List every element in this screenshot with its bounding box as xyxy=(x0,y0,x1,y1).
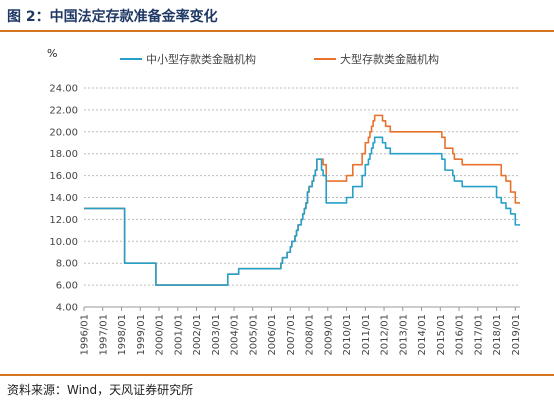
x-tick-label: 1999/01 xyxy=(136,314,147,356)
x-tick-label: 2001/01 xyxy=(173,314,184,356)
chart-title: 图 2：中国法定存款准备金率变化 xyxy=(7,9,218,25)
series-line-1 xyxy=(84,114,520,286)
x-tick-label: 2019/01 xyxy=(511,314,522,356)
x-tick-label: 2003/01 xyxy=(211,314,222,356)
legend-label-0: 中小型存款类金融机构 xyxy=(146,52,256,66)
source-divider xyxy=(0,374,554,376)
x-tick-label: 2006/01 xyxy=(267,314,278,356)
y-tick-label: 10.00 xyxy=(49,237,78,248)
x-tick-label: 2011/01 xyxy=(361,314,372,356)
y-tick-label: 14.00 xyxy=(49,193,78,204)
x-tick-label: 2017/01 xyxy=(473,314,484,356)
x-tick-label: 2009/01 xyxy=(323,314,334,356)
y-tick-label: 18.00 xyxy=(49,149,78,160)
x-tick-label: 1998/01 xyxy=(117,314,128,356)
y-tick-label: 8.00 xyxy=(56,259,78,270)
grid-lines xyxy=(84,87,520,286)
x-tick-label: 2013/01 xyxy=(398,314,409,356)
x-tick-label: 2002/01 xyxy=(192,314,203,356)
x-tick-label: 2008/01 xyxy=(305,314,316,356)
series-lines xyxy=(84,114,520,286)
y-tick-label: 6.00 xyxy=(56,281,78,292)
reserve-ratio-chart: 4.00 6.00 8.00 10.00 12.00 14.00 16.00 18.00 20.… xyxy=(47,47,522,356)
title-divider xyxy=(0,30,554,32)
x-tick-label: 2000/01 xyxy=(155,314,166,356)
x-tick-label: 2016/01 xyxy=(455,314,466,356)
legend: 中小型存款类金融机构 大型存款类金融机构 xyxy=(120,52,439,66)
legend-label-1: 大型存款类金融机构 xyxy=(340,52,439,66)
y-tick-label: 20.00 xyxy=(49,127,78,138)
y-tick-label: 4.00 xyxy=(56,303,78,314)
x-tick-label: 2007/01 xyxy=(286,314,297,356)
y-tick-label: 22.00 xyxy=(49,105,78,116)
x-tick-label: 2018/01 xyxy=(492,314,503,356)
y-tick-label: 12.00 xyxy=(49,215,78,226)
y-unit-label: % xyxy=(47,47,57,60)
x-tick-label: 2010/01 xyxy=(342,314,353,356)
y-tick-label: 24.00 xyxy=(49,84,78,95)
x-tick-label: 2004/01 xyxy=(230,314,241,356)
y-tick-label: 16.00 xyxy=(49,171,78,182)
x-tick-label: 2015/01 xyxy=(436,314,447,356)
x-tick-label: 2012/01 xyxy=(380,314,391,356)
x-tick-label: 1997/01 xyxy=(98,314,109,356)
series-line-0 xyxy=(84,136,520,286)
x-tick-label: 2005/01 xyxy=(248,314,259,356)
axes: 4.00 6.00 8.00 10.00 12.00 14.00 16.00 18.00 20.… xyxy=(49,84,521,356)
x-tick-label: 2014/01 xyxy=(417,314,428,356)
x-tick-label: 1996/01 xyxy=(80,314,91,356)
source-note: 资料来源：Wind，天风证券研究所 xyxy=(7,383,194,397)
